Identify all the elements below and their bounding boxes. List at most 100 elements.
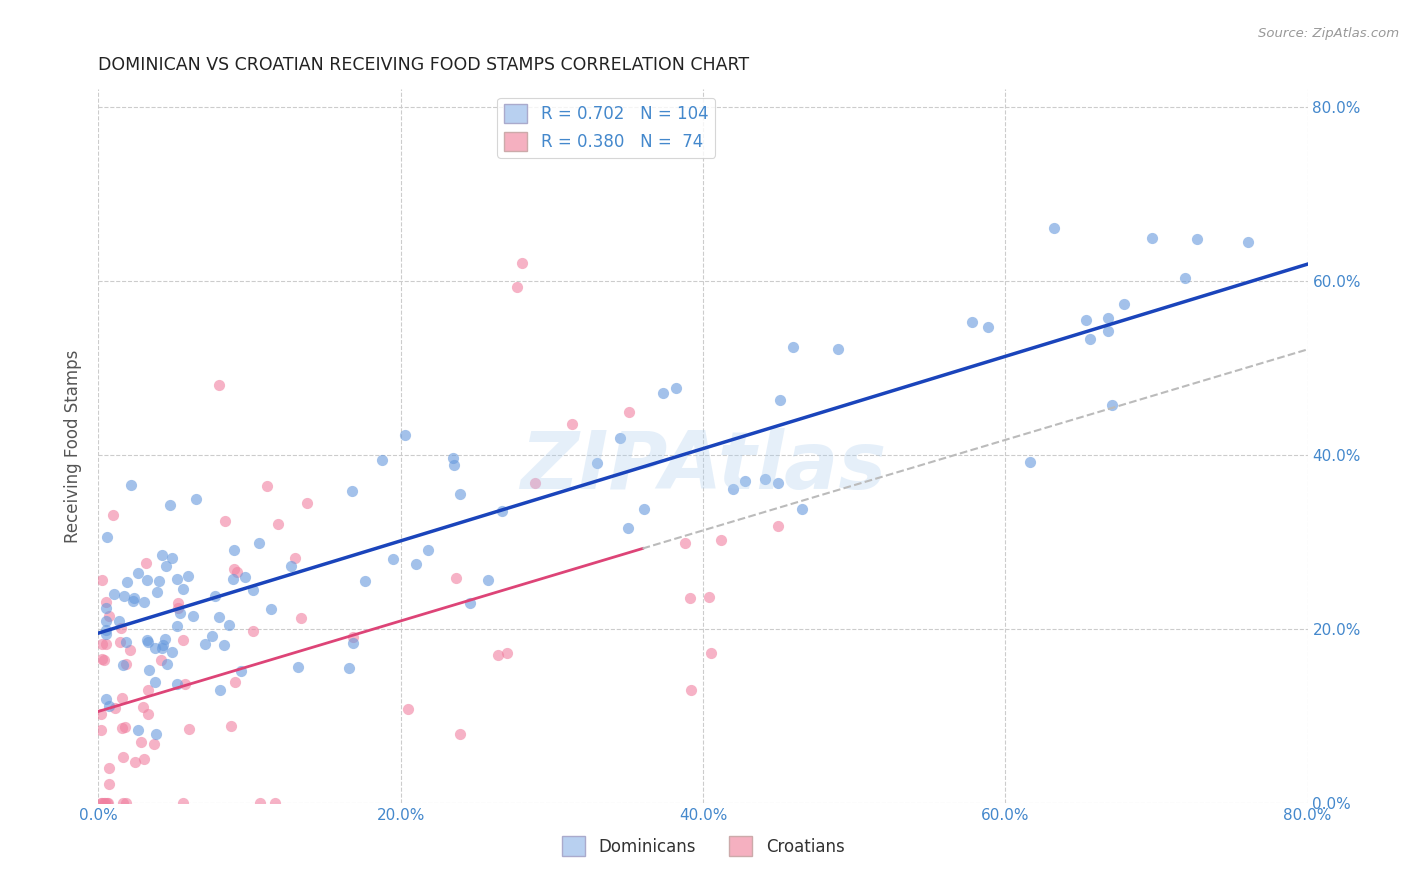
Point (208, 378, 231, 392)
Point (405, 558, 427, 572)
Point (260, 602, 283, 616)
Point (115, 574, 138, 589)
Point (396, 702, 419, 716)
Point (91, 636, 114, 650)
Point (112, 796, 135, 810)
Point (977, 320, 1000, 334)
Point (135, 556, 157, 570)
Point (443, 458, 465, 472)
Point (782, 340, 804, 354)
Point (184, 491, 207, 506)
Legend: Dominicans, Croatians: Dominicans, Croatians (555, 830, 851, 863)
Point (111, 721, 134, 735)
Point (132, 700, 155, 714)
Point (104, 700, 127, 714)
Point (111, 690, 134, 705)
Point (94, 637, 117, 651)
Point (226, 565, 249, 579)
Point (90, 796, 112, 810)
Point (491, 503, 513, 517)
Point (284, 551, 307, 566)
Point (617, 521, 640, 535)
Point (149, 653, 172, 667)
Point (172, 633, 194, 648)
Point (177, 569, 200, 583)
Point (136, 683, 159, 698)
Point (394, 428, 416, 442)
Point (449, 726, 471, 740)
Point (111, 749, 134, 764)
Point (585, 456, 607, 470)
Point (131, 735, 153, 749)
Point (148, 574, 170, 588)
Point (224, 543, 246, 558)
Point (214, 514, 236, 528)
Text: DOMINICAN VS CROATIAN RECEIVING FOOD STAMPS CORRELATION CHART: DOMINICAN VS CROATIAN RECEIVING FOOD STA… (98, 56, 749, 74)
Point (221, 718, 243, 732)
Point (143, 641, 166, 656)
Point (290, 611, 312, 625)
Text: ZIPAtlas: ZIPAtlas (520, 428, 886, 507)
Point (1236, 235, 1258, 249)
Point (112, 589, 135, 603)
Point (218, 617, 240, 632)
Point (651, 386, 673, 401)
Point (94, 614, 117, 628)
Point (477, 573, 499, 587)
Point (222, 572, 245, 586)
Point (214, 638, 236, 652)
Point (145, 727, 167, 741)
Point (134, 595, 156, 609)
Point (247, 536, 270, 550)
Point (179, 722, 201, 736)
Point (340, 484, 363, 499)
Point (280, 559, 302, 574)
Point (136, 635, 159, 649)
Point (233, 570, 256, 584)
Point (224, 562, 246, 576)
Point (337, 661, 360, 675)
Point (1076, 313, 1098, 327)
Point (94, 595, 117, 609)
Point (114, 720, 136, 734)
Point (160, 550, 183, 565)
Point (1018, 455, 1040, 469)
Point (734, 475, 756, 489)
Point (201, 629, 224, 643)
Point (342, 636, 364, 650)
Point (1112, 296, 1135, 310)
Point (115, 635, 138, 649)
Point (827, 342, 849, 356)
Point (152, 638, 174, 652)
Point (266, 516, 288, 531)
Point (167, 601, 190, 615)
Point (710, 533, 733, 548)
Point (94, 623, 117, 637)
Point (700, 646, 723, 660)
Point (110, 621, 132, 635)
Point (124, 755, 146, 769)
Point (1097, 324, 1119, 338)
Point (146, 585, 169, 599)
Point (416, 542, 439, 557)
Point (169, 606, 191, 620)
Point (103, 587, 125, 601)
Point (143, 674, 166, 689)
Point (108, 615, 131, 629)
Point (142, 737, 165, 751)
Point (619, 405, 641, 419)
Point (208, 682, 231, 697)
Point (342, 630, 364, 644)
Point (90, 723, 112, 737)
Point (115, 796, 138, 810)
Point (249, 796, 271, 810)
Point (194, 637, 217, 651)
Point (382, 552, 405, 566)
Point (108, 635, 131, 649)
Point (94, 692, 117, 706)
Point (127, 723, 149, 738)
Point (111, 658, 134, 673)
Point (673, 536, 696, 550)
Point (90, 574, 112, 588)
Point (679, 683, 702, 698)
